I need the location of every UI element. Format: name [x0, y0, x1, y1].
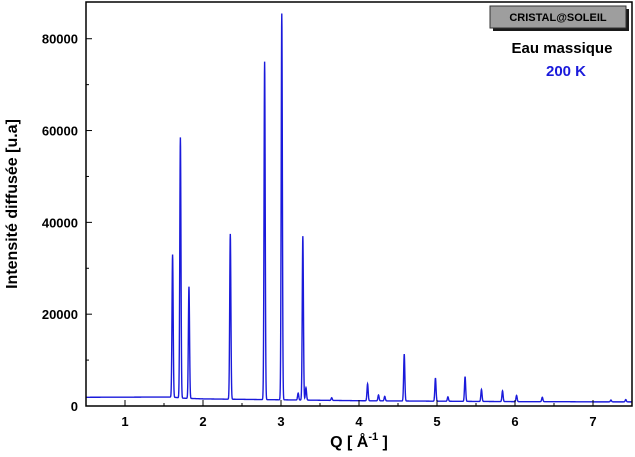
y-tick-label: 0 [71, 399, 78, 414]
badge: CRISTAL@SOLEIL [489, 5, 629, 31]
annotation-temperature: 200 K [546, 63, 586, 80]
x-tick-label: 3 [277, 414, 284, 429]
y-axis-title: Intensité diffusée [u.a] [4, 119, 21, 289]
x-tick-label: 1 [121, 414, 128, 429]
x-tick-label: 5 [433, 414, 440, 429]
annotation-sample: Eau massique [512, 40, 613, 57]
x-axis-title: Q [ Å-1 ] [330, 431, 388, 451]
x-axis: 1 2 3 4 5 6 7 [85, 400, 633, 429]
badge-label: CRISTAL@SOLEIL [509, 12, 607, 24]
y-tick-label: 20000 [42, 307, 78, 322]
y-axis: 0 20000 40000 60000 80000 [42, 32, 92, 414]
badge-box [489, 5, 627, 29]
x-tick-label: 7 [589, 414, 596, 429]
y-tick-label: 60000 [42, 124, 78, 139]
x-tick-label: 2 [199, 414, 206, 429]
x-tick-label: 4 [355, 414, 363, 429]
y-tick-label: 40000 [42, 215, 78, 230]
x-tick-label: 6 [511, 414, 518, 429]
y-tick-label: 80000 [42, 32, 78, 47]
